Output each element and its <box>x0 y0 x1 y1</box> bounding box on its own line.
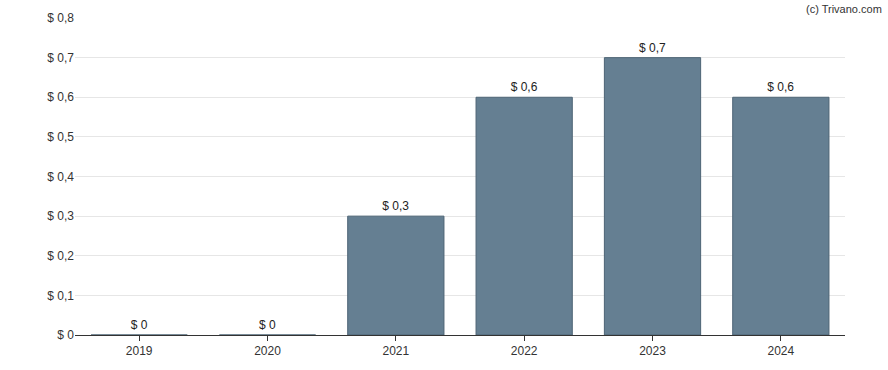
svg-text:$ 0,8: $ 0,8 <box>47 11 74 25</box>
svg-text:(c) Trivano.com: (c) Trivano.com <box>806 3 882 15</box>
svg-text:2022: 2022 <box>511 344 538 358</box>
svg-text:$ 0,7: $ 0,7 <box>47 51 74 65</box>
svg-text:2023: 2023 <box>639 344 666 358</box>
svg-text:2021: 2021 <box>382 344 409 358</box>
svg-text:2020: 2020 <box>254 344 281 358</box>
svg-text:$ 0,2: $ 0,2 <box>47 249 74 263</box>
svg-text:$ 0,6: $ 0,6 <box>767 80 794 94</box>
svg-text:$ 0,3: $ 0,3 <box>47 209 74 223</box>
svg-text:$ 0: $ 0 <box>259 318 276 332</box>
svg-text:$ 0,3: $ 0,3 <box>382 199 409 213</box>
svg-text:$ 0,5: $ 0,5 <box>47 130 74 144</box>
svg-text:2019: 2019 <box>126 344 153 358</box>
svg-text:$ 0,6: $ 0,6 <box>511 80 538 94</box>
svg-text:$ 0: $ 0 <box>57 328 74 342</box>
svg-text:$ 0,1: $ 0,1 <box>47 289 74 303</box>
svg-text:2024: 2024 <box>767 344 794 358</box>
svg-text:$ 0,6: $ 0,6 <box>47 90 74 104</box>
svg-text:$ 0,7: $ 0,7 <box>639 41 666 55</box>
svg-text:$ 0: $ 0 <box>131 318 148 332</box>
svg-text:$ 0,4: $ 0,4 <box>47 170 74 184</box>
